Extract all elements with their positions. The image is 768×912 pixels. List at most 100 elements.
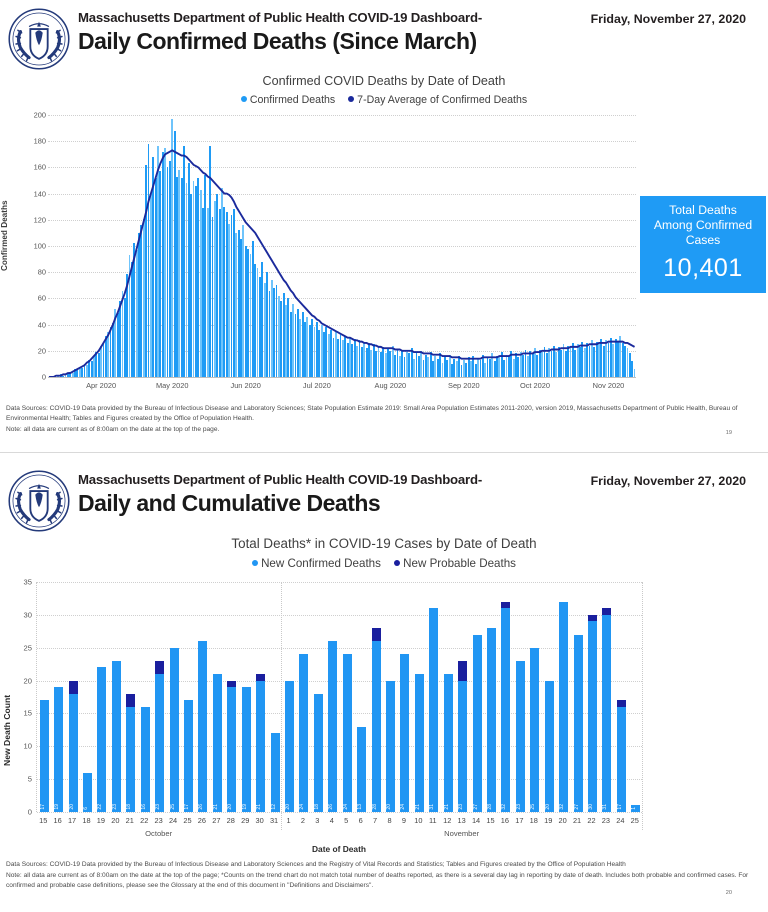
chart2-bar-value-label: 31 xyxy=(602,804,609,810)
chart1-bar xyxy=(166,167,169,377)
kpi1-value: 10,401 xyxy=(663,253,743,282)
chart1-bar xyxy=(624,345,626,377)
chart1-bar xyxy=(370,349,373,377)
chart2-x-tick-label: 6 xyxy=(358,816,363,825)
chart1-x-tick-label: Nov 2020 xyxy=(592,381,625,390)
chart1-bar xyxy=(209,146,212,377)
chart2-bar-probable xyxy=(588,614,597,622)
chart1-bar xyxy=(460,365,463,377)
chart1-bar xyxy=(204,175,207,377)
chart1-bar xyxy=(121,290,124,377)
chart1-bar xyxy=(294,314,297,377)
kpi1-label-1: Total Deaths xyxy=(669,203,737,217)
chart1-y-tick-label: 120 xyxy=(33,215,46,225)
chart1-bar xyxy=(595,341,598,377)
chart2-bar-confirmed xyxy=(155,674,165,812)
chart1-bar xyxy=(553,345,555,377)
chart1-y-tick-label: 100 xyxy=(33,241,46,251)
chart1-bar xyxy=(432,361,434,377)
chart1-bar xyxy=(114,308,117,377)
chart1-bar xyxy=(401,350,404,377)
chart2-bar-value-label: 16 xyxy=(140,804,147,810)
chart2-bar-confirmed xyxy=(559,601,569,812)
chart1-bar xyxy=(515,353,517,377)
chart1-bar xyxy=(211,217,214,377)
chart2-bar-confirmed xyxy=(313,693,323,812)
chart1-bar xyxy=(588,345,591,377)
slide1-org-line: Massachusetts Department of Public Healt… xyxy=(78,10,483,25)
legend-dot-icon xyxy=(252,559,259,566)
chart1-bar xyxy=(299,319,302,377)
chart1-bar xyxy=(280,301,283,377)
chart1-bar xyxy=(590,340,593,377)
chart2-gridline xyxy=(37,680,642,682)
chart1-bar xyxy=(157,146,159,377)
chart1-legend-label-1: 7-Day Average of Confirmed Deaths xyxy=(357,94,528,106)
chart2-bar-value-label: 17 xyxy=(616,804,623,810)
chart1-bar xyxy=(249,253,252,377)
chart2-gridline xyxy=(37,779,642,781)
chart2-bar-value-label: 28 xyxy=(487,804,494,810)
legend-dot-icon xyxy=(348,96,355,103)
chart1-bar xyxy=(306,316,309,377)
chart2-legend-item-confirmed: New Confirmed Deaths xyxy=(252,557,381,570)
chart2-bar-probable xyxy=(227,680,237,688)
chart2-gridline xyxy=(37,713,642,715)
chart2-bar-value-label: 20 xyxy=(544,804,551,810)
slide2-footer-line-1: Note: all data are current as of 8:00am … xyxy=(6,872,749,890)
chart1-bar xyxy=(109,327,112,377)
chart2-x-tick-label: 9 xyxy=(401,816,406,825)
chart1-bar xyxy=(555,352,558,377)
chart2-x-tick-label: 13 xyxy=(457,816,466,825)
chart2-legend-label-1: New Probable Deaths xyxy=(403,557,516,570)
chart1-bar xyxy=(270,280,273,377)
massachusetts-seal-icon xyxy=(8,8,70,70)
chart1-bar xyxy=(216,193,219,377)
chart1-bar xyxy=(147,143,150,377)
chart2-bar-confirmed xyxy=(631,805,641,812)
chart2-x-tick-label: 30 xyxy=(255,816,264,825)
chart1-bar xyxy=(600,339,603,377)
chart1-bar xyxy=(365,348,368,377)
chart2-bar-value-label: 23 xyxy=(111,804,118,810)
chart2-bar-confirmed xyxy=(342,654,352,812)
chart1-bar xyxy=(368,342,370,377)
chart2-gridline xyxy=(37,812,642,813)
chart2-bar-value-label: 30 xyxy=(588,804,595,810)
chart1-bar xyxy=(285,304,287,377)
chart1-bar xyxy=(389,350,392,377)
chart1-bar xyxy=(564,350,567,377)
slide1-footer-line-1: Note: all data are current as of 8:00am … xyxy=(6,426,220,434)
chart2-bar-value-label: 23 xyxy=(515,804,522,810)
chart1-bar xyxy=(377,345,380,377)
chart2-bar-value-label: 24 xyxy=(342,804,349,810)
chart1-bar xyxy=(301,311,304,377)
chart2-bar-probable xyxy=(458,660,468,681)
chart1-bar xyxy=(161,151,164,377)
chart2-bar-probable xyxy=(616,700,626,707)
chart1-bar xyxy=(541,352,543,377)
chart1-bar xyxy=(240,239,242,377)
chart1-bar xyxy=(581,341,584,377)
chart1-bar xyxy=(159,171,162,377)
chart1-bar xyxy=(614,339,617,377)
chart2-bar-value-label: 17 xyxy=(184,804,191,810)
chart1-bar xyxy=(462,359,465,377)
chart2-legend-item-probable: New Probable Deaths xyxy=(394,557,516,570)
chart1-bar xyxy=(439,353,442,377)
chart1-bar xyxy=(443,357,446,377)
chart2-bar-value-label: 1 xyxy=(631,807,638,810)
chart1-bar xyxy=(391,345,394,377)
chart1-bar xyxy=(195,185,197,377)
chart1-bar xyxy=(631,361,634,377)
slide1-title-block: Massachusetts Department of Public Healt… xyxy=(78,10,482,55)
chart1-bar xyxy=(557,346,560,377)
chart2-bar-value-label: 31 xyxy=(429,804,436,810)
chart1-x-tick-label: Apr 2020 xyxy=(86,381,117,390)
chart2-bar-confirmed xyxy=(588,621,597,812)
chart2-month-separator xyxy=(642,582,643,830)
chart2-y-tick-label: 35 xyxy=(23,577,32,587)
chart1-bar xyxy=(244,246,247,377)
chart2-x-tick-label: 17 xyxy=(515,816,524,825)
chart2-x-tick-label: 10 xyxy=(414,816,423,825)
